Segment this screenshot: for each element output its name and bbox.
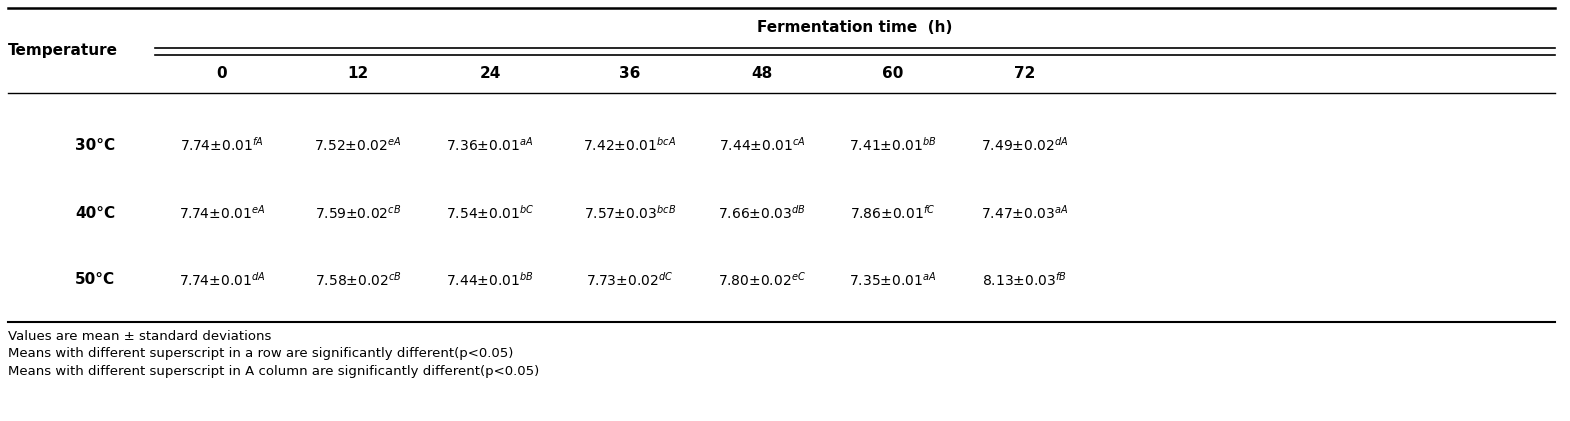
Text: 7.36±0.01$^{aA}$: 7.36±0.01$^{aA}$ (446, 136, 534, 155)
Text: 40°C: 40°C (75, 205, 115, 221)
Text: 7.47±0.03$^{aA}$: 7.47±0.03$^{aA}$ (981, 204, 1069, 222)
Text: 8.13±0.03$^{fB}$: 8.13±0.03$^{fB}$ (983, 271, 1068, 289)
Text: Values are mean ± standard deviations: Values are mean ± standard deviations (8, 330, 272, 343)
Text: 7.73±0.02$^{dC}$: 7.73±0.02$^{dC}$ (586, 271, 674, 289)
Text: 48: 48 (752, 67, 772, 82)
Text: 36: 36 (619, 67, 641, 82)
Text: 7.52±0.02$^{eA}$: 7.52±0.02$^{eA}$ (314, 136, 402, 155)
Text: 7.74±0.01$^{dA}$: 7.74±0.01$^{dA}$ (179, 271, 265, 289)
Text: 7.86±0.01$^{fC}$: 7.86±0.01$^{fC}$ (851, 204, 936, 222)
Text: 12: 12 (347, 67, 369, 82)
Text: Fermentation time  (h): Fermentation time (h) (757, 21, 953, 35)
Text: 50°C: 50°C (75, 272, 115, 288)
Text: 60: 60 (882, 67, 904, 82)
Text: 72: 72 (1014, 67, 1036, 82)
Text: 0: 0 (217, 67, 228, 82)
Text: 7.49±0.02$^{dA}$: 7.49±0.02$^{dA}$ (981, 136, 1069, 154)
Text: 30°C: 30°C (75, 138, 115, 152)
Text: 7.35±0.01$^{aA}$: 7.35±0.01$^{aA}$ (849, 271, 937, 289)
Text: Means with different superscript in a row are significantly different(p<0.05): Means with different superscript in a ro… (8, 347, 513, 360)
Text: Temperature: Temperature (8, 43, 118, 59)
Text: 7.74±0.01$^{fA}$: 7.74±0.01$^{fA}$ (181, 136, 264, 154)
Text: 7.66±0.03$^{dB}$: 7.66±0.03$^{dB}$ (717, 204, 805, 222)
Text: 7.74±0.01$^{eA}$: 7.74±0.01$^{eA}$ (179, 204, 265, 222)
Text: 7.54±0.01$^{bC}$: 7.54±0.01$^{bC}$ (446, 204, 534, 222)
Text: 7.44±0.01$^{bB}$: 7.44±0.01$^{bB}$ (446, 271, 534, 289)
Text: 7.59±0.02$^{cB}$: 7.59±0.02$^{cB}$ (316, 204, 400, 222)
Text: 7.58±0.02$^{cB}$: 7.58±0.02$^{cB}$ (314, 271, 402, 289)
Text: 7.80±0.02$^{eC}$: 7.80±0.02$^{eC}$ (717, 271, 805, 289)
Text: 7.42±0.01$^{bcA}$: 7.42±0.01$^{bcA}$ (584, 136, 677, 154)
Text: Means with different superscript in A column are significantly different(p<0.05): Means with different superscript in A co… (8, 365, 539, 378)
Text: 7.44±0.01$^{cA}$: 7.44±0.01$^{cA}$ (719, 136, 805, 155)
Text: 7.41±0.01$^{bB}$: 7.41±0.01$^{bB}$ (849, 136, 937, 154)
Text: 24: 24 (479, 67, 501, 82)
Text: 7.57±0.03$^{bcB}$: 7.57±0.03$^{bcB}$ (584, 204, 677, 222)
